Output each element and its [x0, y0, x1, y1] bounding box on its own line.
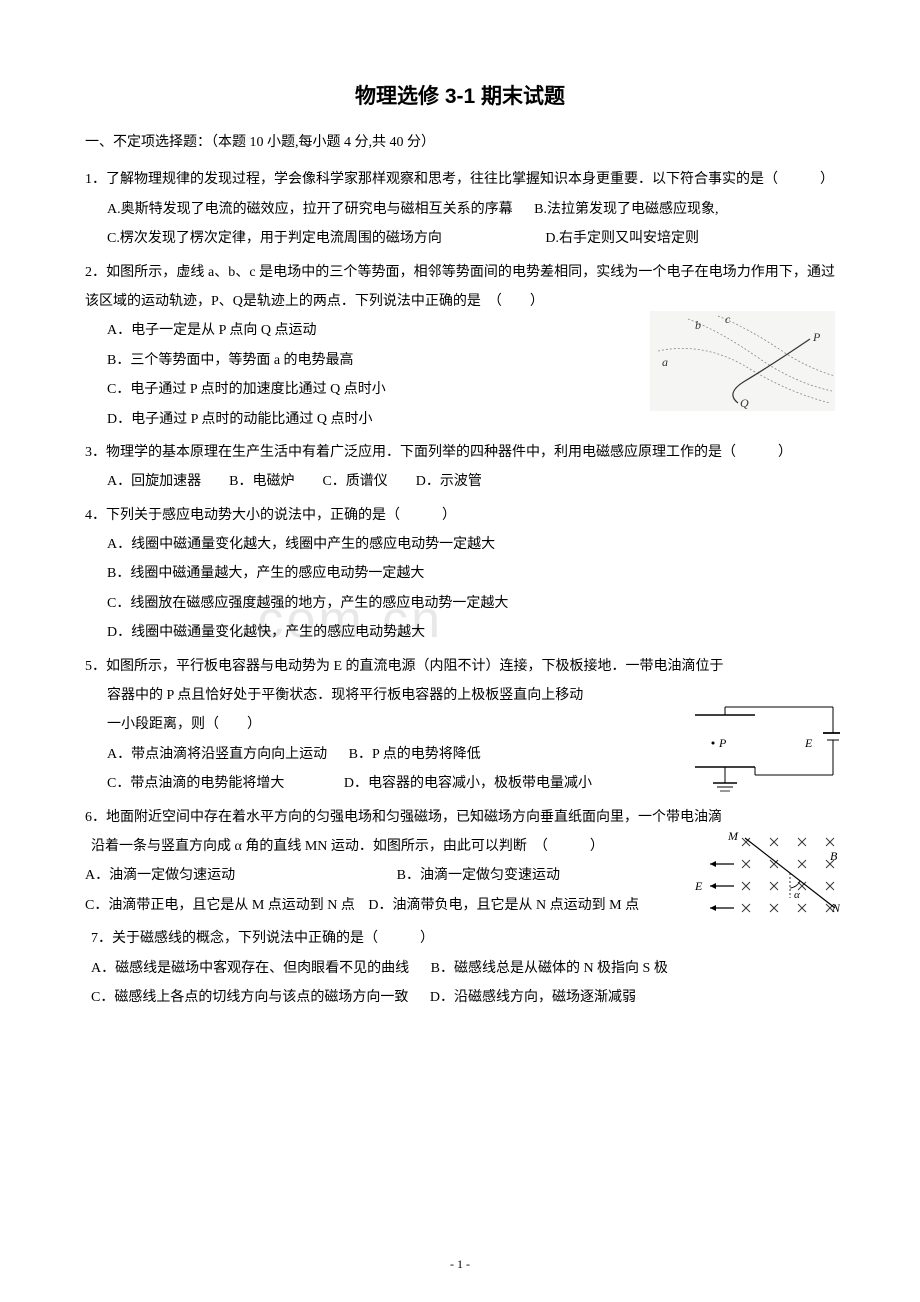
q4-optA: A．线圈中磁通量变化越大，线圈中产生的感应电动势一定越大	[107, 530, 835, 559]
q5-figure: P E	[685, 705, 840, 800]
svg-text:P: P	[812, 330, 821, 344]
q1-optA: A.奥斯特发现了电流的磁效应，拉开了研究电与磁相互关系的序幕	[107, 202, 513, 217]
q4-options: A．线圈中磁通量变化越大，线圈中产生的感应电动势一定越大 B．线圈中磁通量越大，…	[85, 530, 835, 648]
q4-text: 4．下列关于感应电动势大小的说法中，正确的是（ ）	[85, 501, 835, 530]
q7-options: A．磁感线是磁场中客观存在、但肉眼看不见的曲线 B．磁感线总是从磁体的 N 极指…	[85, 954, 835, 1013]
svg-text:N: N	[831, 901, 840, 915]
q2-figure: a b c P Q	[650, 311, 835, 411]
q1-options: A.奥斯特发现了电流的磁效应，拉开了研究电与磁相互关系的序幕 B.法拉第发现了电…	[85, 195, 835, 254]
q6-optC: C．油滴带正电，且它是从 M 点运动到 N 点	[85, 898, 355, 913]
question-7: 7．关于磁感线的概念，下列说法中正确的是（ ） A．磁感线是磁场中客观存在、但肉…	[85, 924, 835, 1012]
q7-optC: C．磁感线上各点的切线方向与该点的磁场方向一致	[91, 990, 408, 1005]
question-6: 6．地面附近空间中存在着水平方向的匀强电场和匀强磁场，已知磁场方向垂直纸面向里，…	[85, 803, 835, 921]
q2-text: 2．如图所示，虚线 a、b、c 是电场中的三个等势面，相邻等势面间的电势差相同，…	[85, 258, 835, 317]
question-1: 1．了解物理规律的发现过程，学会像科学家那样观察和思考，往往比掌握知识本身更重要…	[85, 165, 835, 253]
q5-text: 5．如图所示，平行板电容器与电动势为 E 的直流电源（内阻不计）连接，下极板接地…	[85, 652, 835, 681]
q6-optA: A．油滴一定做匀速运动	[85, 868, 235, 883]
q6-figure: M B E N α	[690, 830, 840, 925]
q1-text: 1．了解物理规律的发现过程，学会像科学家那样观察和思考，往往比掌握知识本身更重要…	[85, 165, 835, 194]
q5-optB: B．P 点的电势将降低	[349, 747, 481, 762]
q1-optC: C.楞次发现了楞次定律，用于判定电流周围的磁场方向	[107, 231, 442, 246]
page-content: 物理选修 3-1 期末试题 一、不定项选择题：（本题 10 小题,每小题 4 分…	[85, 80, 835, 1012]
q4-optC: C．线圈放在磁感应强度越强的地方，产生的感应电动势一定越大	[107, 589, 835, 618]
svg-text:c: c	[725, 312, 731, 326]
q4-optD: D．线圈中磁通量变化越快，产生的感应电动势越大	[107, 618, 835, 647]
q7-text: 7．关于磁感线的概念，下列说法中正确的是（ ）	[85, 924, 835, 953]
page-title: 物理选修 3-1 期末试题	[85, 80, 835, 110]
q5-optC: C．带点油滴的电势能将增大	[107, 776, 284, 791]
svg-text:b: b	[695, 318, 701, 332]
q1-optB: B.法拉第发现了电磁感应现象,	[534, 202, 718, 217]
q3-text: 3．物理学的基本原理在生产生活中有着广泛应用．下面列举的四种器件中，利用电磁感应…	[85, 438, 835, 467]
svg-text:α: α	[794, 889, 800, 901]
section-header: 一、不定项选择题：（本题 10 小题,每小题 4 分,共 40 分）	[85, 128, 835, 157]
q7-optD: D．沿磁感线方向，磁场逐渐减弱	[430, 990, 636, 1005]
question-3: 3．物理学的基本原理在生产生活中有着广泛应用．下面列举的四种器件中，利用电磁感应…	[85, 438, 835, 497]
q6-optB: B．油滴一定做匀变速运动	[397, 868, 560, 883]
svg-text:B: B	[830, 849, 838, 863]
q6-text: 6．地面附近空间中存在着水平方向的匀强电场和匀强磁场，已知磁场方向垂直纸面向里，…	[85, 803, 835, 832]
svg-text:Q: Q	[740, 396, 749, 410]
page-number: - 1 -	[450, 1257, 470, 1272]
question-2: 2．如图所示，虚线 a、b、c 是电场中的三个等势面，相邻等势面间的电势差相同，…	[85, 258, 835, 434]
q7-optB: B．磁感线总是从磁体的 N 极指向 S 极	[431, 961, 668, 976]
svg-text:M: M	[727, 830, 739, 843]
question-4: 4．下列关于感应电动势大小的说法中，正确的是（ ） A．线圈中磁通量变化越大，线…	[85, 501, 835, 648]
q5-optD: D．电容器的电容减小，极板带电量减小	[344, 776, 592, 791]
q6-optD: D．油滴带负电，且它是从 N 点运动到 M 点	[368, 898, 639, 913]
svg-text:P: P	[718, 736, 727, 750]
svg-text:E: E	[694, 879, 703, 893]
q4-optB: B．线圈中磁通量越大，产生的感应电动势一定越大	[107, 559, 835, 588]
q7-optA: A．磁感线是磁场中客观存在、但肉眼看不见的曲线	[91, 961, 409, 976]
q1-optD: D.右手定则又叫安培定则	[545, 231, 699, 246]
svg-text:a: a	[662, 355, 668, 369]
svg-text:E: E	[804, 736, 813, 750]
q2-options: a b c P Q A．电子一定是从 P 点向 Q 点运动 B．三个等势面中，等…	[85, 316, 835, 434]
q5-optA: A．带点油滴将沿竖直方向向上运动	[107, 747, 327, 762]
question-5: 5．如图所示，平行板电容器与电动势为 E 的直流电源（内阻不计）连接，下极板接地…	[85, 652, 835, 799]
q3-options: A．回旋加速器 B．电磁炉 C．质谱仪 D．示波管	[85, 467, 835, 496]
